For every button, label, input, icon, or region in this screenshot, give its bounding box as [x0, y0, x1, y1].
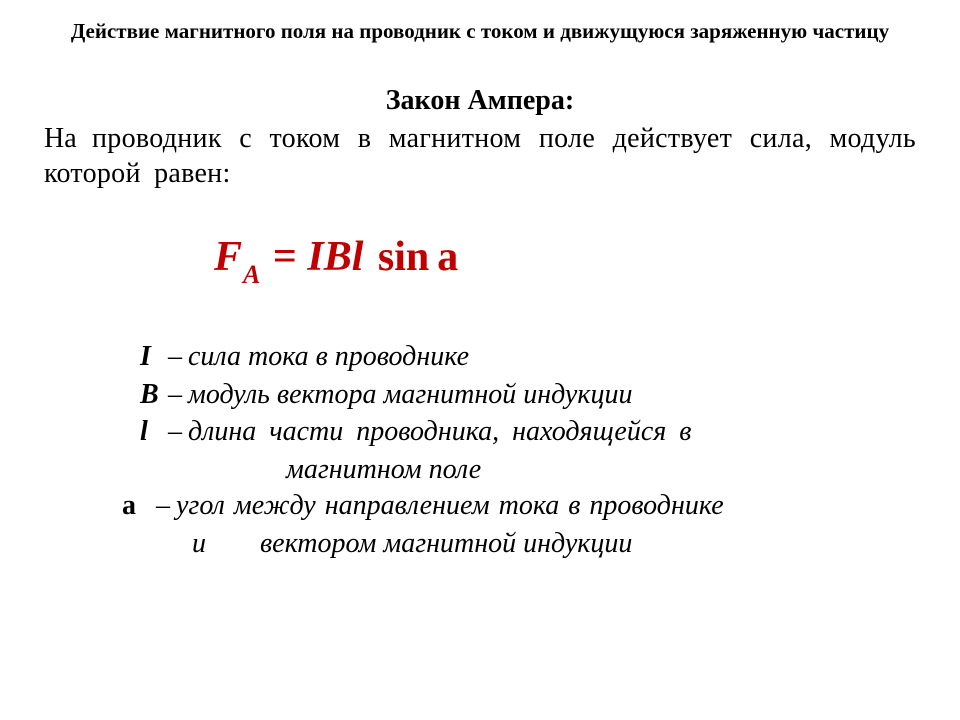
slide-header: Действие магнитного поля на проводник с … [44, 18, 916, 45]
law-prefix: На [44, 121, 92, 156]
def-dash-B: – [168, 377, 188, 413]
law-text: Напроводник с током в магнитном поле дей… [44, 121, 916, 191]
def-dash-l: – [168, 414, 188, 450]
formula-B: B [324, 234, 352, 280]
def-row-alpha: a – угол между направлением тока в прово… [122, 488, 916, 524]
slide-root: Действие магнитного поля на проводник с … [0, 0, 960, 720]
def-sym-I: I [140, 339, 168, 375]
formula-block: FA = IBl sina [44, 233, 916, 286]
law-body: проводник с током в магнитном поле дейст… [44, 123, 916, 189]
def-row-I: I – сила тока в проводнике [140, 339, 916, 375]
formula-sin: sin [374, 234, 437, 280]
formula-I: I [307, 234, 323, 280]
law-title: Закон Ампера: [44, 85, 916, 117]
formula-l: l [352, 234, 364, 280]
def-text-alpha-line1: угол между направлением тока в проводник… [176, 488, 916, 524]
def-text-B: модуль вектора магнитной индукции [188, 377, 916, 413]
def-dash-I: – [168, 339, 188, 375]
def-sym-l: l [140, 414, 168, 450]
formula-eq: = [262, 234, 307, 280]
formula-F: F [214, 234, 242, 280]
def-text-l-line1: длина части проводника, находящейся в [188, 414, 916, 450]
def-alpha-cont-i: и [140, 526, 260, 562]
def-row-l: l – длина части проводника, находящейся … [140, 414, 916, 450]
definitions: I – сила тока в проводнике B – модуль ве… [44, 339, 916, 562]
ampere-formula: FA = IBl sina [214, 234, 458, 280]
formula-sub-A: A [242, 260, 262, 289]
def-sym-B: B [140, 377, 168, 413]
def-row-alpha-cont: и вектором магнитной индукции [140, 526, 916, 562]
def-alpha-cont-rest: вектором магнитной индукции [260, 526, 632, 562]
def-text-I: сила тока в проводнике [188, 339, 916, 375]
def-dash-alpha: – [156, 488, 176, 524]
def-text-l-line2: магнитном поле [140, 452, 916, 488]
def-row-B: B – модуль вектора магнитной индукции [140, 377, 916, 413]
def-sym-alpha: a [122, 488, 156, 524]
header-line: Действие магнитного поля на проводник с … [71, 19, 889, 43]
formula-alpha: a [437, 234, 458, 280]
